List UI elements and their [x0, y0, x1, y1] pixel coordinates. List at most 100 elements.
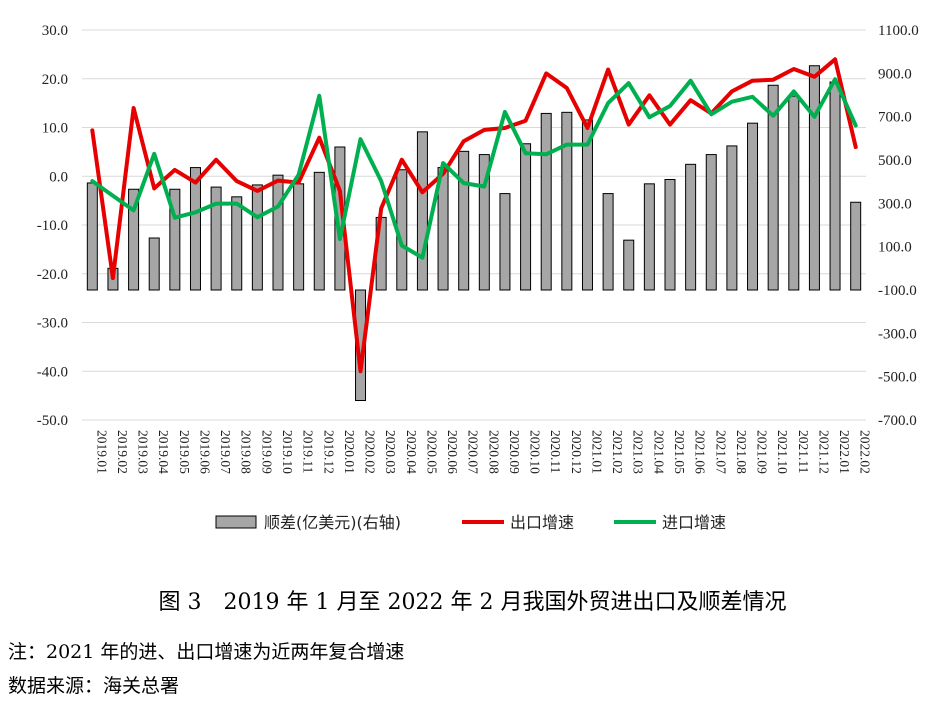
- right-axis-tick-label: -100.0: [878, 283, 917, 299]
- legend-label: 进口增速: [662, 513, 726, 532]
- x-axis-tick-label: 2020.06: [445, 430, 460, 474]
- left-axis-tick-label: 0.0: [49, 169, 68, 185]
- bar-surplus: [148, 237, 160, 291]
- bar-series-surplus: [86, 65, 862, 401]
- x-axis-tick-label: 2019.01: [94, 430, 109, 474]
- line-series: [90, 57, 858, 374]
- x-axis-tick-label: 2021.06: [693, 430, 708, 474]
- x-axis-tick-label: 2021.09: [755, 430, 770, 474]
- bar-surplus: [540, 112, 552, 291]
- x-axis-tick-label: 2021.08: [734, 430, 749, 474]
- left-axis-tick-label: 20.0: [42, 72, 68, 88]
- bar-surplus: [561, 111, 573, 291]
- bar-surplus: [664, 179, 676, 291]
- x-axis-tick-label: 2021.11: [796, 430, 811, 473]
- x-axis-tick-label: 2019.11: [301, 430, 316, 473]
- x-axis-tick-label: 2021.05: [672, 430, 687, 474]
- left-axis: 30.0 20.0 10.0 0.0 -10.0 -20.0 -30.0 -40.0 -50.0: [37, 23, 68, 429]
- x-axis-tick-label: 2020.01: [342, 430, 357, 474]
- bar-surplus: [705, 154, 717, 291]
- right-axis-tick-label: 500.0: [878, 153, 912, 169]
- left-axis-tick-label: -40.0: [37, 364, 68, 380]
- left-axis-tick-label: 10.0: [42, 121, 68, 137]
- bar-surplus: [86, 182, 98, 291]
- right-axis-tick-label: 300.0: [878, 196, 912, 212]
- bar-surplus: [478, 154, 490, 291]
- bar-surplus: [189, 167, 201, 291]
- x-axis-tick-label: 2019.12: [321, 430, 336, 474]
- x-axis-tick-label: 2022.02: [858, 430, 873, 474]
- left-axis-tick-label: -20.0: [37, 267, 68, 283]
- right-axis-tick-label: 100.0: [878, 240, 912, 256]
- x-axis-tick-label: 2019.04: [156, 430, 171, 474]
- chart: 30.0 20.0 10.0 0.0 -10.0 -20.0 -30.0 -40.0 -50.0…: [37, 23, 919, 532]
- bar-surplus: [726, 145, 738, 291]
- bar-surplus: [251, 184, 263, 291]
- x-axis-tick-label: 2020.09: [507, 430, 522, 474]
- bar-surplus: [210, 186, 222, 291]
- bar-surplus: [747, 122, 759, 291]
- left-axis-tick-label: 30.0: [42, 23, 68, 39]
- source-text: 数据来源：海关总署: [8, 675, 180, 697]
- bar-surplus: [231, 196, 243, 291]
- left-axis-tick-label: -30.0: [37, 316, 68, 332]
- x-axis-tick-label: 2020.11: [548, 430, 563, 473]
- x-axis-tick-label: 2019.08: [239, 430, 254, 474]
- note-text: 注：2021 年的进、出口增速为近两年复合增速: [8, 641, 405, 663]
- right-axis: 1100.0 900.0 700.0 500.0 300.0 100.0 -100.0 -30…: [878, 23, 919, 429]
- line-export-growth: [90, 57, 858, 374]
- x-axis-tick-label: 2021.02: [610, 430, 625, 474]
- bar-surplus: [169, 188, 181, 291]
- x-axis-tick-label: 2020.02: [363, 430, 378, 474]
- bar-surplus: [685, 163, 697, 291]
- x-axis-tick-label: 2020.03: [383, 430, 398, 474]
- x-axis-tick-label: 2019.06: [197, 430, 212, 474]
- x-axis-tick-label: 2020.04: [404, 430, 419, 474]
- bar-surplus: [272, 174, 284, 291]
- left-axis-tick-label: -50.0: [37, 413, 68, 429]
- x-axis-tick-label: 2020.08: [486, 430, 501, 474]
- x-axis-tick-label: 2021.12: [816, 430, 831, 474]
- x-axis-tick-label: 2019.10: [280, 430, 295, 474]
- x-axis-tick-label: 2021.04: [651, 430, 666, 474]
- right-axis-tick-label: 900.0: [878, 66, 912, 82]
- left-axis-tick-label: -10.0: [37, 218, 68, 234]
- bar-surplus: [499, 193, 511, 291]
- x-axis-tick-label: 2020.05: [424, 430, 439, 474]
- bar-surplus: [829, 81, 841, 291]
- x-axis-tick-label: 2019.05: [177, 430, 192, 474]
- x-axis-tick-label: 2019.09: [259, 430, 274, 474]
- x-axis-tick-label: 2019.03: [136, 430, 151, 474]
- legend-swatch-bar: [215, 515, 257, 529]
- bar-surplus: [581, 119, 593, 291]
- bar-surplus: [767, 84, 779, 291]
- bar-surplus: [643, 183, 655, 291]
- legend: 顺差(亿美元)(右轴) 出口增速 进口增速: [215, 513, 726, 532]
- x-axis-tick-label: 2020.07: [466, 430, 481, 474]
- bar-surplus: [128, 188, 140, 291]
- right-axis-tick-label: -500.0: [878, 370, 917, 386]
- x-axis-tick-label: 2021.07: [713, 430, 728, 474]
- x-axis-tick-label: 2020.10: [528, 430, 543, 474]
- figure-caption: 图 3 2019 年 1 月至 2022 年 2 月我国外贸进出口及顺差情况: [158, 590, 787, 615]
- legend-label: 顺差(亿美元)(右轴): [264, 513, 401, 532]
- bar-surplus: [623, 239, 635, 291]
- x-axis-tick-label: 2020.12: [569, 430, 584, 474]
- bar-surplus: [458, 150, 470, 291]
- x-axis-tick-label: 2021.03: [631, 430, 646, 474]
- x-axis-tick-label: 2021.10: [775, 430, 790, 474]
- bar-surplus: [416, 131, 428, 291]
- bar-surplus: [313, 171, 325, 291]
- x-axis-tick-label: 2019.07: [218, 430, 233, 474]
- right-axis-tick-label: -700.0: [878, 413, 917, 429]
- right-axis-tick-label: 700.0: [878, 110, 912, 126]
- x-axis-tick-label: 2019.02: [115, 430, 130, 474]
- x-axis: 2019.01 2019.02 2019.03 2019.04 2019.05 2019.…: [94, 430, 872, 474]
- bar-surplus: [520, 143, 532, 291]
- legend-label: 出口增速: [510, 513, 574, 532]
- bar-surplus: [850, 201, 862, 291]
- bar-surplus: [293, 183, 305, 291]
- x-axis-tick-label: 2021.01: [589, 430, 604, 474]
- right-axis-tick-label: -300.0: [878, 326, 917, 342]
- bar-surplus: [788, 95, 800, 291]
